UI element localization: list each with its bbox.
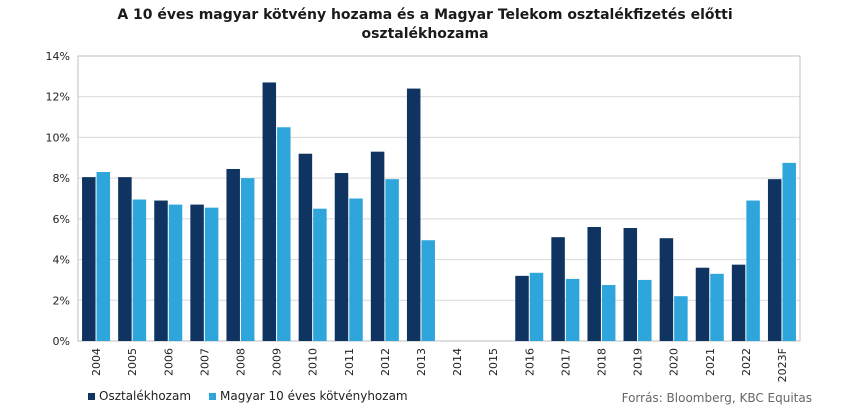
x-tick-label: 2006 [162,348,175,376]
y-tick-label: 0% [53,335,70,348]
x-tick-label: 2009 [271,348,284,376]
x-tick-label: 2018 [595,348,608,376]
source-note: Forrás: Bloomberg, KBC Equitas [621,391,812,405]
x-tick-label: 2023F [776,348,789,382]
bar-kotvenyhozam-2022 [746,200,760,341]
bar-kotvenyhozam-2016 [529,272,544,341]
bar-osztalekhozam-2022 [731,264,746,341]
x-tick-label: 2010 [307,348,320,376]
bar-osztalekhozam-2007 [190,204,204,341]
bar-osztalekhozam-2013 [406,88,421,341]
x-tick-label: 2007 [198,348,211,376]
chart-title-line1: A 10 éves magyar kötvény hozama és a Mag… [117,7,733,23]
bar-kotvenyhozam-2013 [421,240,435,341]
bar-kotvenyhozam-2021 [710,273,724,341]
bar-osztalekhozam-2005 [118,177,132,341]
y-tick-label: 6% [53,213,70,226]
y-tick-label: 8% [53,172,70,185]
chart-title-line2: osztalékhozama [361,26,489,42]
bar-kotvenyhozam-2006 [168,204,183,341]
bar-osztalekhozam-2011 [334,173,349,341]
bar-osztalekhozam-2021 [695,267,710,341]
bar-osztalekhozam-2023F [767,179,782,341]
x-tick-label: 2011 [343,348,356,376]
x-tick-label: 2019 [632,348,645,376]
bar-osztalekhozam-2006 [154,200,168,341]
bar-osztalekhozam-2019 [623,228,638,341]
bar-kotvenyhozam-2023F [782,162,796,341]
bar-kotvenyhozam-2020 [674,296,688,341]
x-tick-label: 2022 [740,348,753,376]
y-tick-label: 4% [53,254,70,267]
y-tick-label: 10% [46,131,70,144]
x-tick-label: 2016 [523,348,536,376]
legend-item-series-2: Magyar 10 éves kötvényhozam [209,389,408,403]
bar-osztalekhozam-2009 [262,82,277,341]
legend-label-series-1: Osztalékhozam [99,389,192,403]
x-tick-label: 2012 [379,348,392,376]
x-tick-label: 2015 [487,348,500,376]
bar-osztalekhozam-2017 [551,237,565,341]
x-tick-label: 2021 [704,348,717,376]
y-tick-label: 14% [46,50,70,63]
bar-osztalekhozam-2016 [515,275,529,341]
bar-osztalekhozam-2010 [298,153,313,341]
chart-title: A 10 éves magyar kötvény hozama és a Mag… [0,6,850,44]
bar-kotvenyhozam-2004 [96,172,111,341]
bar-kotvenyhozam-2009 [277,127,291,341]
bar-kotvenyhozam-2017 [565,278,580,341]
x-tick-label: 2020 [668,348,681,376]
bar-kotvenyhozam-2010 [313,208,327,341]
bar-kotvenyhozam-2005 [132,199,147,341]
bar-kotvenyhozam-2012 [385,179,399,341]
bar-osztalekhozam-2012 [370,151,385,341]
legend-swatch-series-2 [209,392,217,400]
bar-kotvenyhozam-2019 [638,279,652,341]
legend-swatch-series-1 [88,392,95,400]
x-tick-label: 2017 [559,348,572,376]
bar-osztalekhozam-2004 [82,177,96,341]
x-tick-label: 2008 [234,348,247,376]
bar-osztalekhozam-2018 [587,227,601,341]
legend-label-series-2: Magyar 10 éves kötvényhozam [220,389,408,403]
bar-kotvenyhozam-2008 [240,178,255,341]
bar-osztalekhozam-2008 [226,168,240,341]
x-tick-label: 2013 [415,348,428,376]
bar-kotvenyhozam-2018 [601,285,616,341]
plot-frame [77,55,801,342]
x-tick-label: 2014 [451,348,464,376]
x-tick-label: 2004 [90,348,103,376]
x-tick-label: 2005 [126,348,139,376]
y-tick-label: 12% [46,91,70,104]
bar-kotvenyhozam-2007 [204,207,219,341]
bar-osztalekhozam-2020 [659,238,674,341]
legend: Osztalékhozam Magyar 10 éves kötvényhoza… [88,389,426,403]
y-tick-label: 2% [53,294,70,307]
legend-item-series-1: Osztalékhozam [88,389,191,403]
bar-kotvenyhozam-2011 [349,198,363,341]
